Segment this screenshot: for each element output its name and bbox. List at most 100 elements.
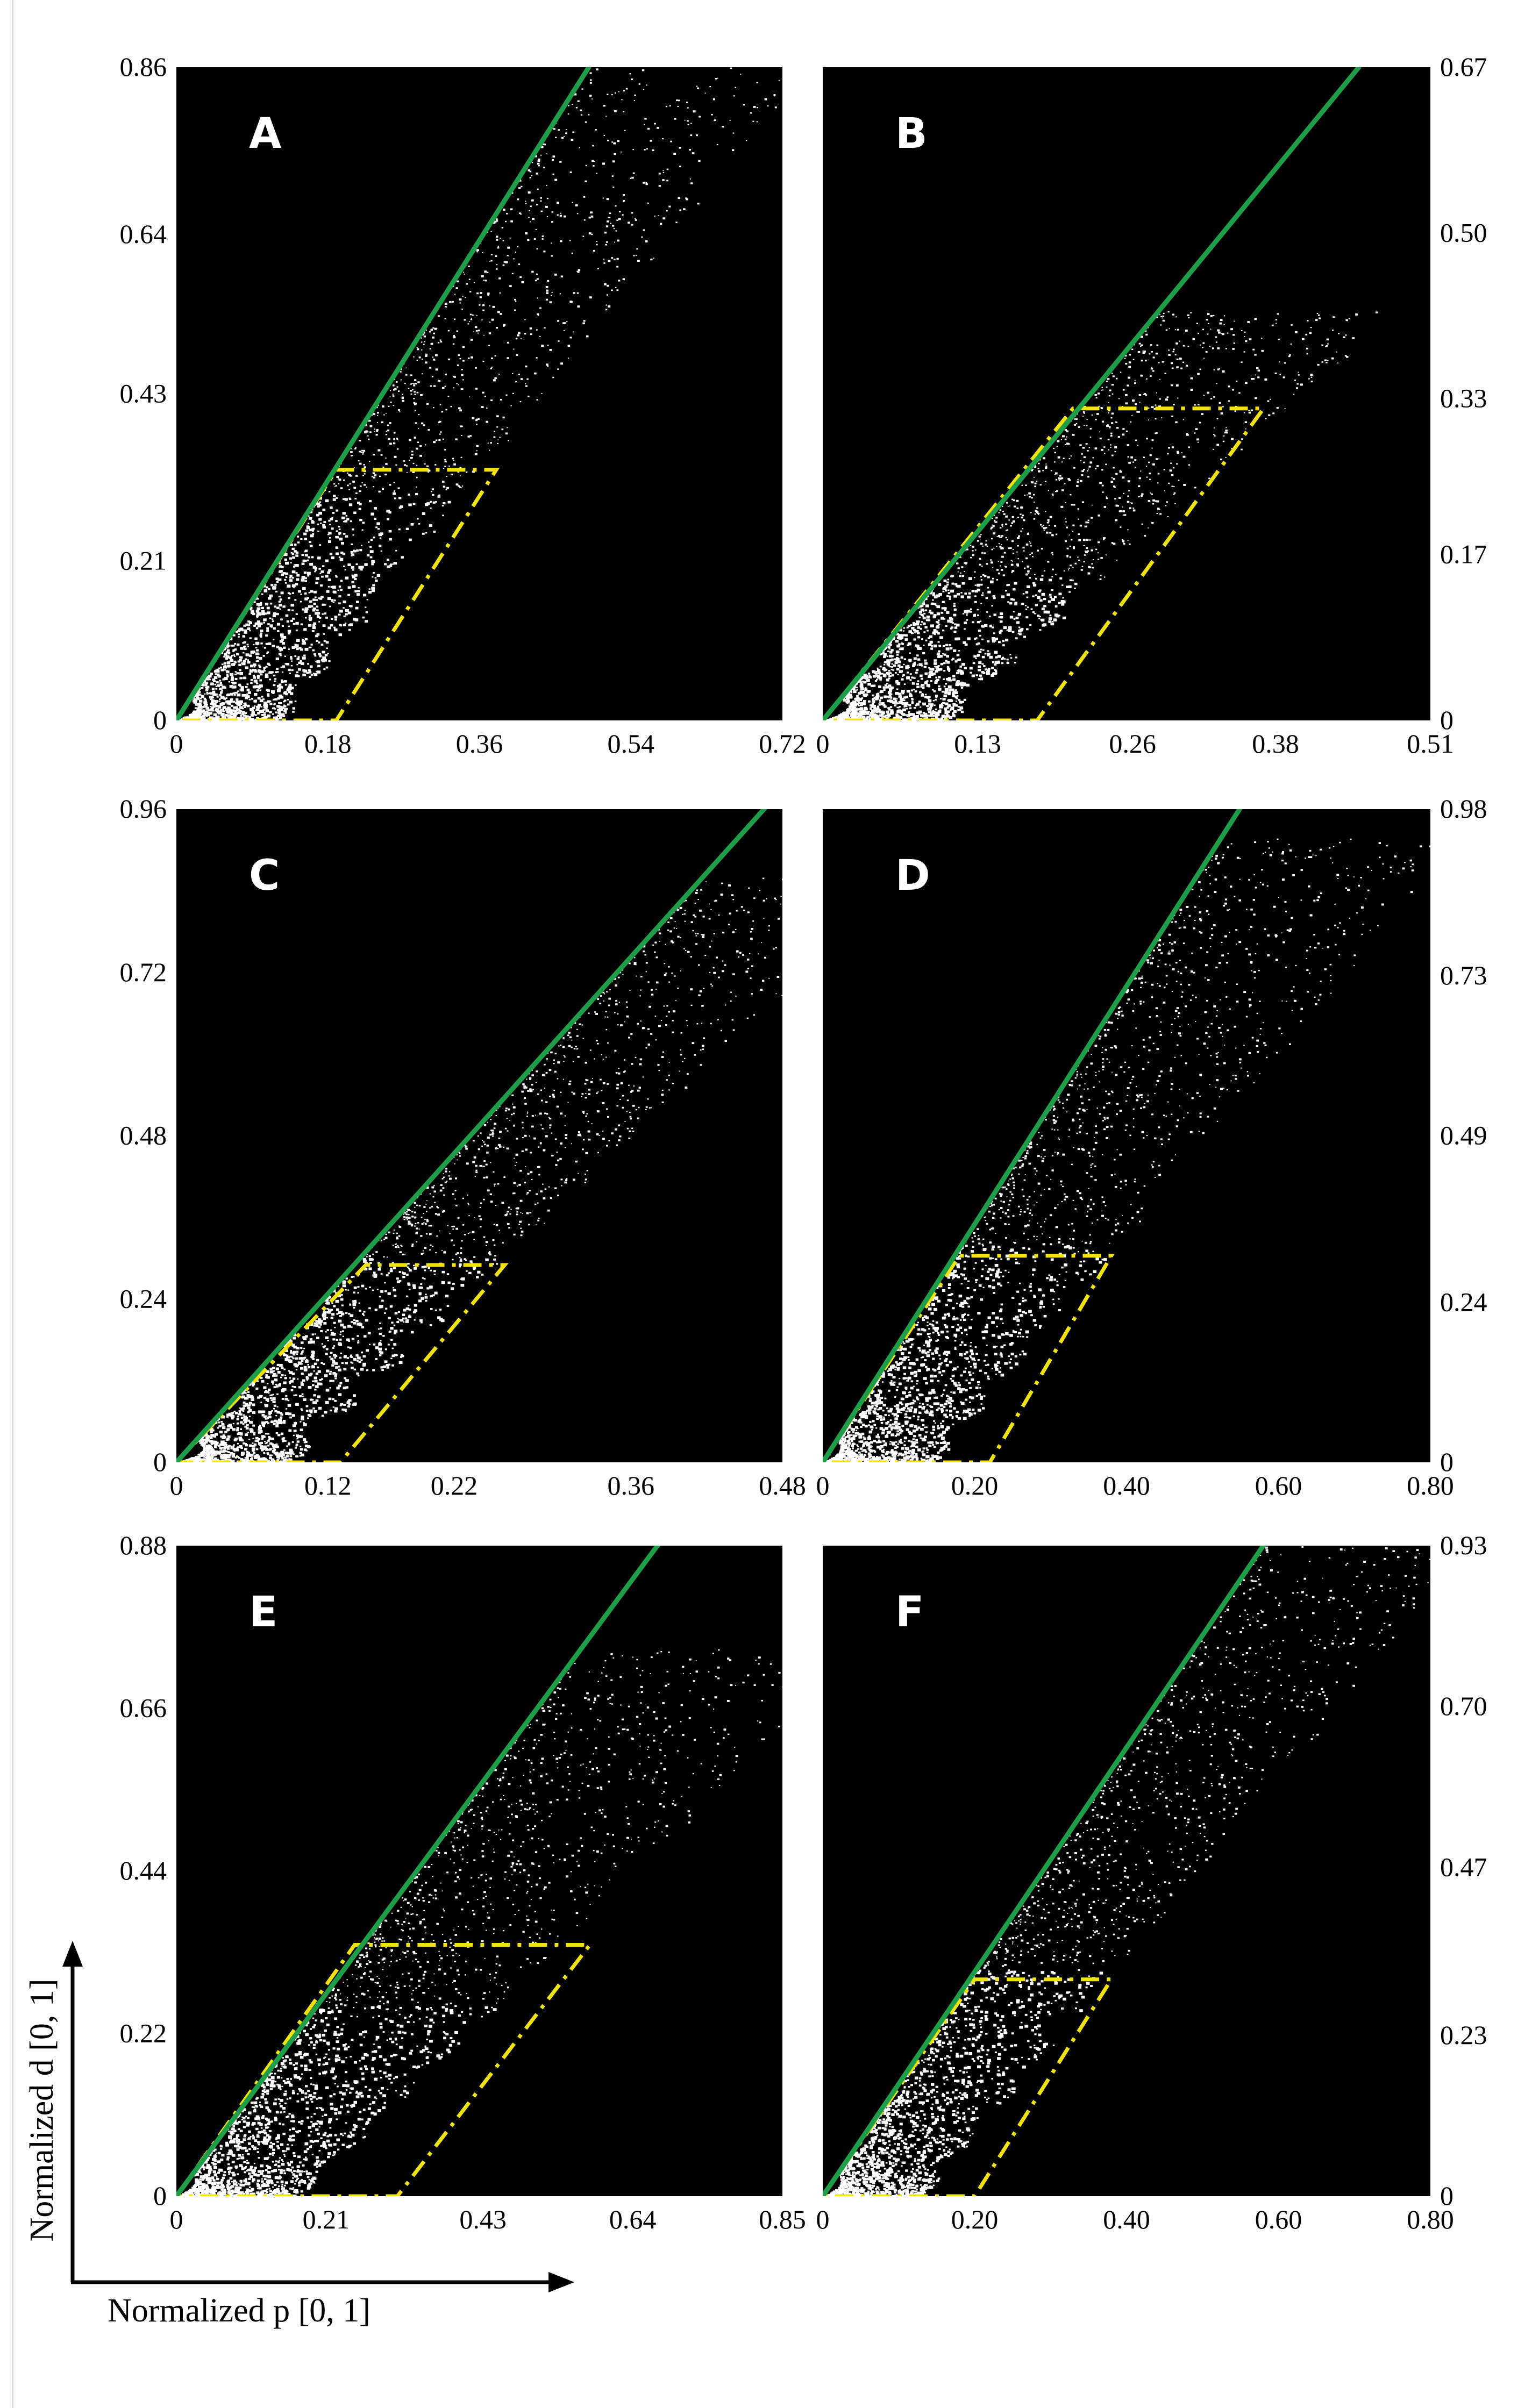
- panel-a-point: [658, 185, 661, 187]
- panel-a-point: [261, 610, 265, 613]
- panel-b-point: [886, 686, 889, 689]
- panel-a-point: [692, 152, 695, 154]
- panel-b-point: [868, 676, 872, 678]
- panel-b-point: [1024, 495, 1026, 496]
- panel-a-point: [416, 347, 418, 348]
- panel-b-point: [937, 710, 942, 713]
- panel-b-point: [928, 643, 932, 646]
- panel-a-point: [258, 603, 262, 606]
- panel-a-point: [242, 635, 246, 638]
- panel-a-point: [610, 223, 611, 224]
- panel-b-point: [1011, 498, 1014, 501]
- panel-a-point: [202, 720, 204, 722]
- panel-a-point: [502, 264, 505, 266]
- panel-a-y-tick-label: 0.86: [120, 52, 167, 82]
- panel-b-point: [935, 604, 937, 606]
- panel-a-point: [518, 374, 520, 375]
- panel-a-point: [212, 678, 216, 681]
- panel-a-point: [572, 202, 574, 203]
- panel-a-point: [462, 346, 465, 348]
- panel-b-point: [1135, 403, 1137, 405]
- panel-a-point: [367, 419, 370, 422]
- panel-b-point: [925, 619, 929, 621]
- panel-b-point: [972, 621, 974, 624]
- panel-a-point: [432, 356, 434, 358]
- panel-a-point: [291, 553, 295, 555]
- panel-a-point: [280, 654, 282, 656]
- panel-b-point: [958, 699, 961, 701]
- panel-a-point: [353, 487, 357, 489]
- panel-b-point: [1139, 402, 1141, 403]
- panel-a-point: [424, 341, 425, 342]
- panel-b-point: [861, 716, 864, 718]
- panel-b-point: [864, 708, 867, 711]
- panel-b-point: [1043, 530, 1045, 531]
- panel-a-point: [313, 603, 316, 605]
- panel-b-point: [917, 636, 921, 639]
- panel-b-point: [973, 655, 977, 658]
- panel-b-point: [1135, 467, 1136, 468]
- panel-b-point: [1194, 404, 1196, 406]
- panel-b-point: [921, 638, 923, 640]
- panel-a-point: [272, 587, 276, 590]
- panel-a-point: [176, 720, 180, 723]
- panel-a-point: [318, 568, 321, 570]
- panel-b-point: [1156, 458, 1158, 460]
- panel-b-point: [879, 699, 881, 702]
- panel-b-point: [908, 704, 911, 706]
- panel-b-point: [1065, 502, 1066, 503]
- panel-b-point: [858, 679, 861, 682]
- panel-b-point: [1111, 412, 1114, 415]
- panel-b-point: [895, 692, 899, 695]
- panel-b-point: [942, 601, 945, 603]
- panel-a-x-tick-label: 0.36: [456, 728, 503, 759]
- panel-b-point: [942, 590, 945, 592]
- panel-b-point: [928, 611, 930, 613]
- panel-a-point: [238, 628, 241, 631]
- panel-a-point: [618, 280, 621, 282]
- panel-a-point: [223, 666, 227, 669]
- panel-a-point: [406, 465, 408, 467]
- panel-b-point: [1089, 427, 1092, 430]
- panel-b-point: [1099, 578, 1102, 580]
- panel-b-point: [1089, 437, 1092, 438]
- panel-b-point: [1213, 448, 1214, 450]
- panel-a-point: [428, 468, 430, 470]
- panel-b-point: [907, 642, 911, 646]
- panel-b-point: [915, 704, 917, 706]
- panel-a-point: [623, 111, 625, 112]
- panel-a-point: [386, 518, 389, 520]
- panel-b-point: [913, 638, 916, 641]
- panel-b-point: [1156, 432, 1158, 434]
- panel-b-point: [1079, 444, 1082, 446]
- panel-b-point: [939, 668, 943, 671]
- panel-b-point: [1144, 535, 1146, 537]
- panel-b-point: [932, 603, 936, 605]
- panel-a-point: [576, 270, 578, 272]
- panel-b-point: [853, 709, 857, 712]
- panel-a-point: [223, 710, 226, 712]
- panel-a-point: [225, 700, 229, 704]
- panel-a-point: [181, 720, 183, 722]
- panel-b-point: [915, 623, 920, 626]
- panel-a-point: [322, 624, 326, 627]
- panel-a-point: [633, 255, 635, 256]
- panel-b-point: [922, 687, 925, 689]
- panel-b-point: [1296, 383, 1299, 385]
- panel-a-point: [191, 720, 193, 722]
- panel-b-point: [1049, 596, 1052, 598]
- panel-a-point: [460, 456, 462, 458]
- panel-b-point: [843, 720, 846, 723]
- panel-b-point: [918, 611, 922, 614]
- panel-b-point: [1045, 463, 1047, 465]
- panel-a-point: [219, 698, 221, 700]
- panel-b-point: [941, 714, 945, 718]
- panel-a-point: [292, 711, 295, 713]
- panel-a-point: [282, 642, 286, 645]
- panel-b-point: [1173, 404, 1175, 405]
- panel-b-point: [1122, 433, 1125, 436]
- panel-a-point: [355, 447, 357, 448]
- panel-b-point: [1301, 338, 1305, 340]
- panel-a-point: [538, 158, 540, 161]
